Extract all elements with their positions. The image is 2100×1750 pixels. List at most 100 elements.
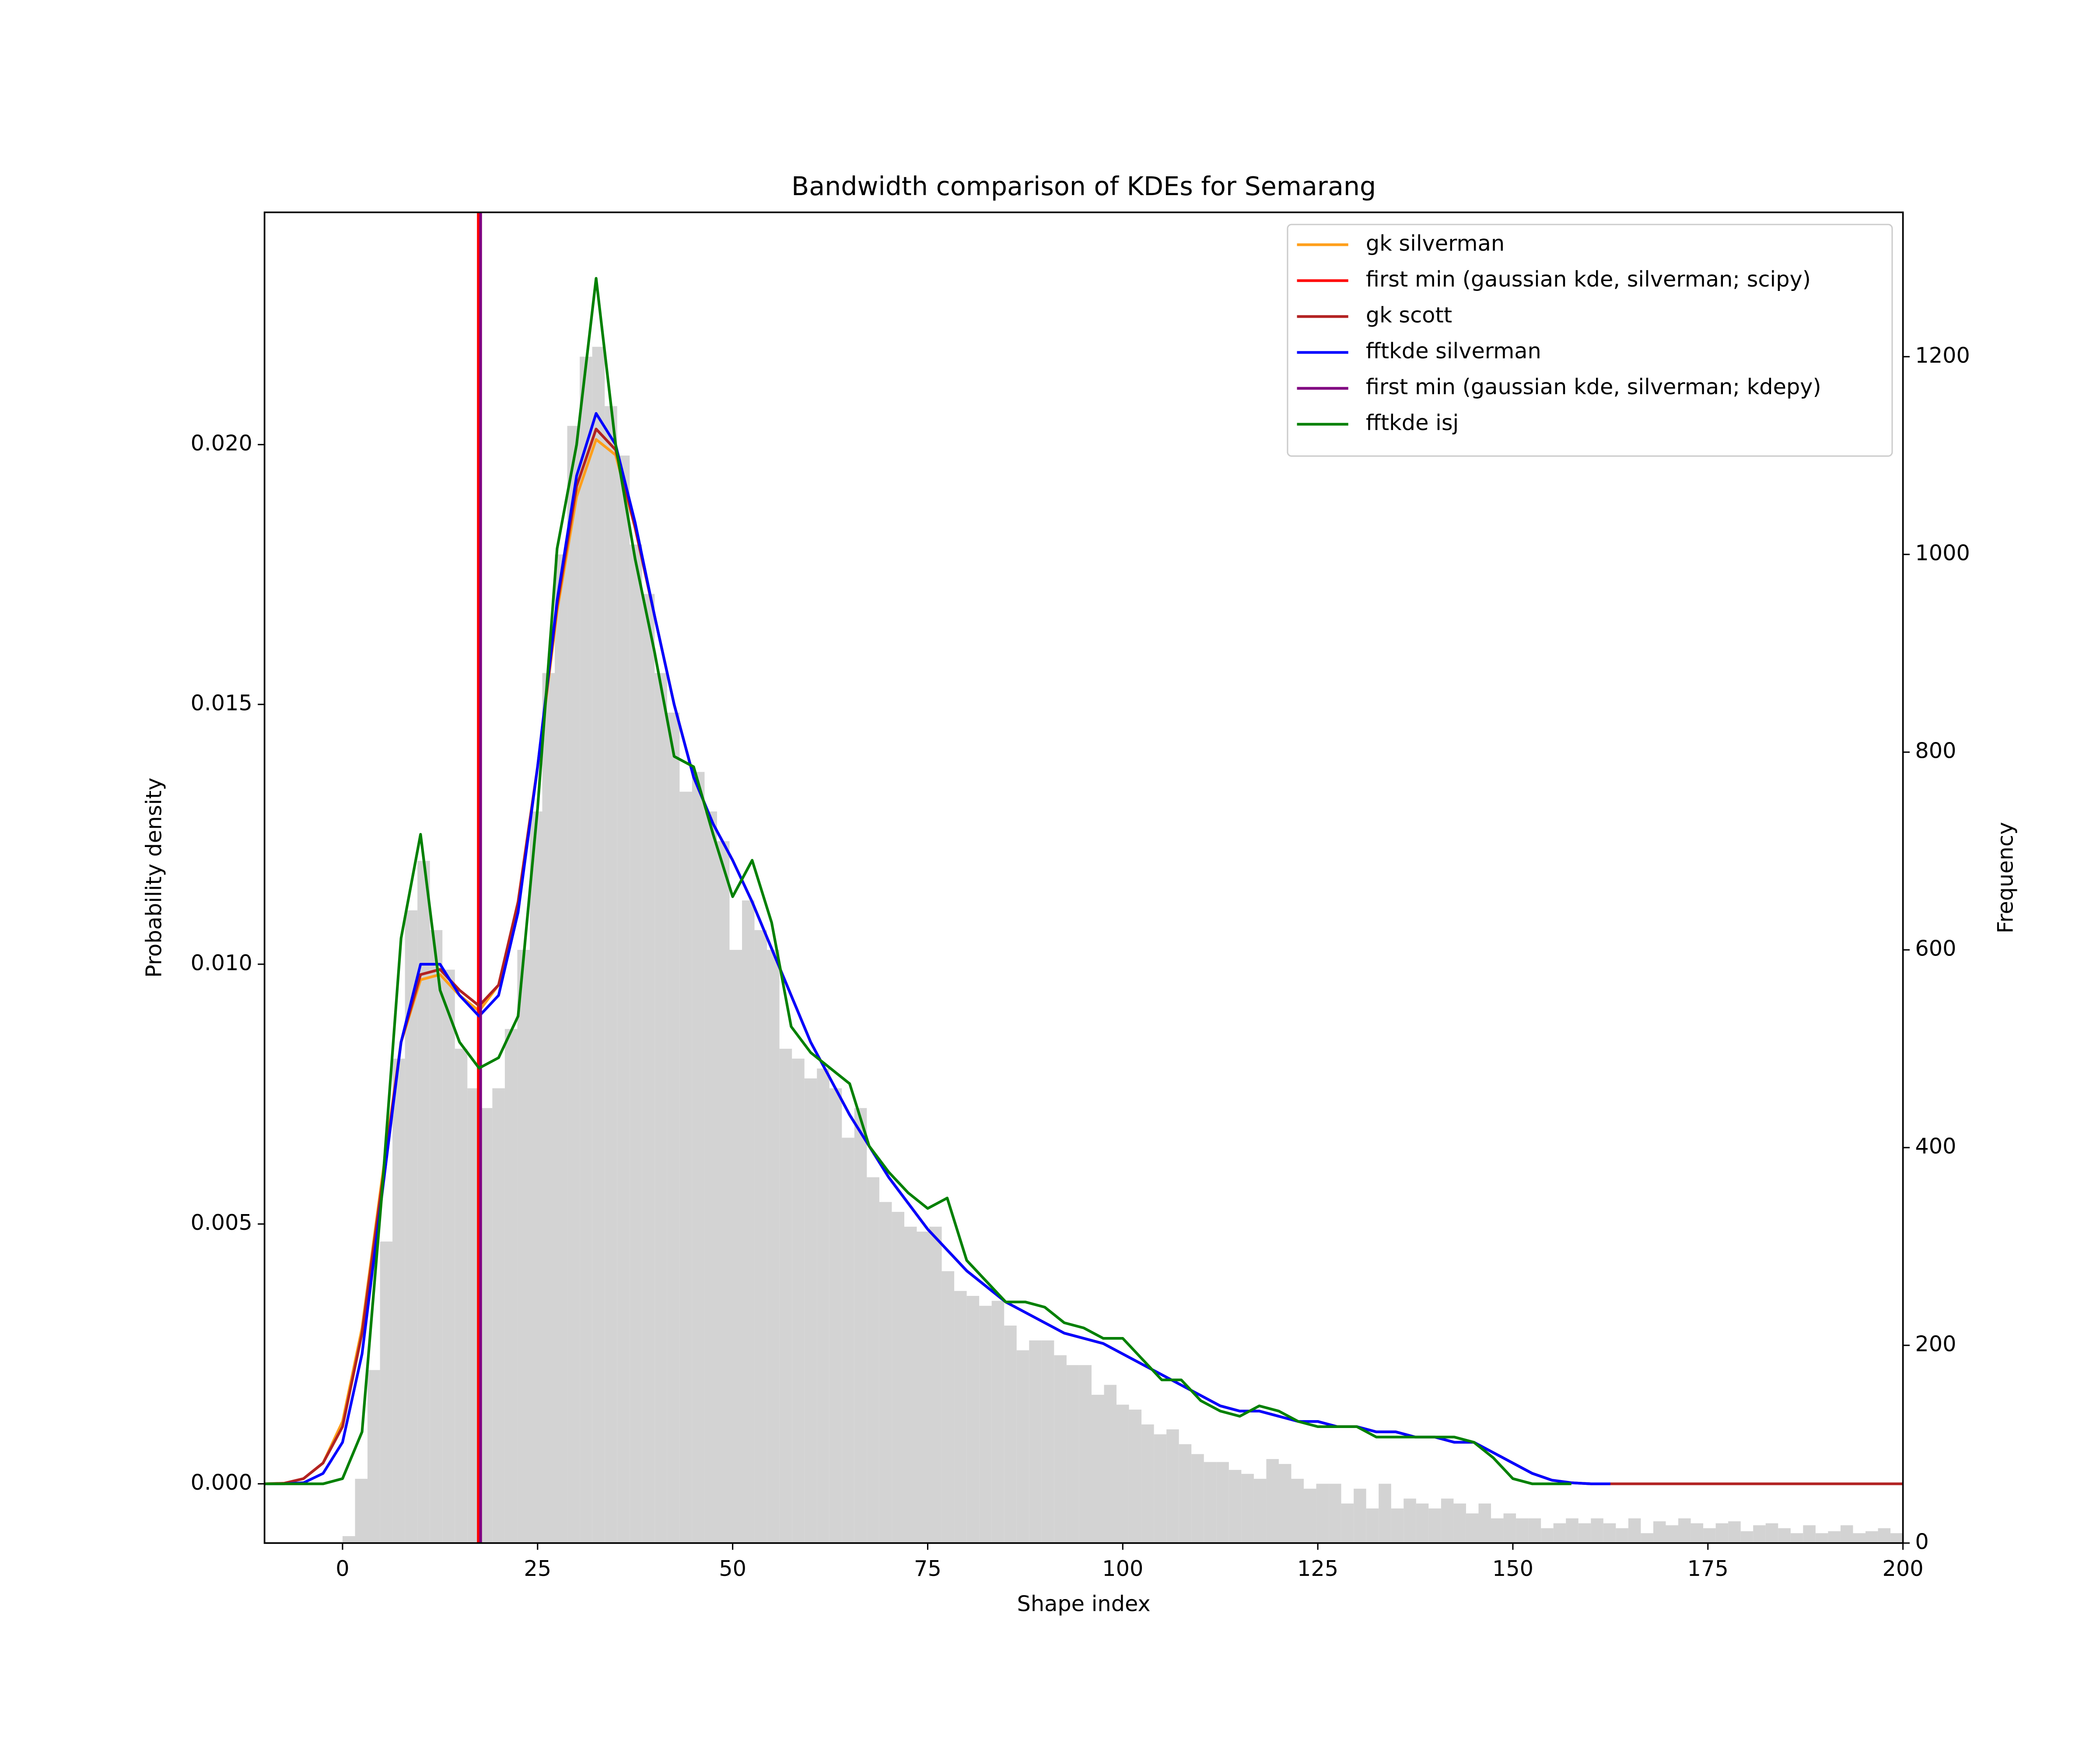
histogram-bar: [1503, 1513, 1516, 1543]
y-axis-label: Probability density: [141, 777, 166, 977]
legend-label: fftkde isj: [1366, 410, 1459, 435]
histogram-bar: [517, 950, 530, 1543]
histogram-bar: [1603, 1523, 1616, 1543]
histogram-bar: [1354, 1488, 1366, 1543]
histogram-bar: [380, 1241, 393, 1543]
histogram-bar: [1116, 1404, 1129, 1543]
histogram-bar: [555, 554, 567, 1543]
histogram-bar: [1616, 1528, 1628, 1543]
histogram-bar: [1241, 1474, 1254, 1543]
x-tick-label: 50: [719, 1556, 746, 1581]
y2-axis-label: Frequency: [1993, 822, 2018, 934]
histogram-bar: [679, 791, 692, 1543]
histogram-bar: [1853, 1533, 1866, 1543]
x-tick-label: 175: [1687, 1556, 1729, 1581]
histogram-bar: [580, 357, 592, 1543]
histogram-bar: [829, 1088, 842, 1543]
histogram-bar: [1054, 1355, 1067, 1543]
histogram-bar: [742, 900, 755, 1543]
histogram-bar: [754, 930, 767, 1543]
histogram-bar: [1066, 1365, 1079, 1543]
histogram-bar: [1416, 1503, 1429, 1543]
histogram-bar: [1790, 1533, 1803, 1543]
histogram-bar: [1191, 1454, 1204, 1543]
x-tick-label: 150: [1492, 1556, 1533, 1581]
histogram-bar: [368, 1370, 380, 1543]
legend-label: gk silverman: [1366, 231, 1505, 256]
histogram-bar: [430, 930, 443, 1543]
legend-label: first min (gaussian kde, silverman; kdep…: [1366, 374, 1821, 399]
histogram-bar: [966, 1296, 980, 1543]
y-tick-label: 0.000: [191, 1470, 252, 1495]
histogram-bar: [1041, 1340, 1054, 1543]
histogram-bar: [1703, 1528, 1716, 1543]
histogram-bar: [929, 1226, 942, 1543]
histogram-bar: [1404, 1498, 1416, 1543]
histogram-bar: [1291, 1479, 1304, 1543]
legend-label: first min (gaussian kde, silverman; scip…: [1366, 266, 1811, 292]
x-axis-label: Shape index: [1017, 1591, 1151, 1616]
histogram-bar: [1079, 1365, 1092, 1543]
histogram-bar: [592, 346, 605, 1543]
histogram-bar: [1541, 1528, 1554, 1543]
y-tick-label: 0.005: [191, 1210, 252, 1235]
histogram-bar: [392, 1058, 405, 1543]
histogram-bar: [542, 673, 555, 1543]
histogram-bar: [1566, 1518, 1578, 1543]
histogram-bar: [1391, 1508, 1404, 1543]
histogram-bar: [1428, 1508, 1441, 1543]
histogram-bar: [1341, 1503, 1354, 1543]
histogram-bar: [1104, 1385, 1117, 1543]
x-tick-label: 75: [914, 1556, 942, 1581]
histogram-bar: [892, 1211, 904, 1543]
legend-label: gk scott: [1366, 302, 1452, 328]
histogram-bar: [1740, 1531, 1754, 1543]
histogram-bar: [792, 1058, 805, 1543]
histogram-bar: [1329, 1484, 1341, 1543]
histogram-bar: [1478, 1503, 1491, 1543]
histogram-bar: [492, 1088, 505, 1543]
histogram-bar: [1154, 1434, 1167, 1543]
histogram-bar: [1491, 1518, 1504, 1543]
histogram-bar: [1866, 1531, 1878, 1543]
histogram-bar: [455, 1049, 468, 1543]
histogram-bar: [779, 1049, 792, 1543]
histogram-bar: [1004, 1325, 1017, 1543]
histogram-bar: [1753, 1525, 1766, 1543]
histogram-bar: [1129, 1409, 1142, 1543]
histogram-bar: [704, 811, 717, 1543]
histogram-bar: [1653, 1521, 1666, 1543]
histogram-bar: [1453, 1503, 1466, 1543]
y2-tick-label: 1000: [1915, 540, 1970, 566]
histogram-bar: [1765, 1523, 1778, 1543]
x-tick-label: 0: [336, 1556, 349, 1581]
histogram-bar: [1141, 1424, 1154, 1543]
histogram-bar: [1253, 1479, 1267, 1543]
histogram-bar: [817, 1068, 830, 1543]
histogram-bar: [1591, 1518, 1603, 1543]
histogram-bar: [1678, 1518, 1691, 1543]
histogram-bar: [1828, 1531, 1841, 1543]
histogram-bar: [342, 1536, 355, 1543]
histogram-bar: [729, 950, 742, 1543]
histogram-bar: [692, 772, 705, 1543]
histogram-bar: [917, 1232, 930, 1543]
legend-label: fftkde silverman: [1366, 338, 1541, 364]
histogram-bar: [1379, 1484, 1391, 1543]
histogram-bar: [1166, 1429, 1179, 1543]
histogram-bar: [1628, 1518, 1641, 1543]
histogram-bar: [879, 1202, 892, 1543]
histogram-bar: [1728, 1521, 1741, 1543]
histogram-bar: [1278, 1464, 1292, 1543]
x-tick-label: 100: [1102, 1556, 1143, 1581]
plot-area: [264, 212, 1903, 1543]
histogram-bar: [1578, 1523, 1591, 1543]
histogram-bar: [605, 406, 617, 1543]
y2-tick-label: 200: [1915, 1331, 1956, 1357]
histogram-bar: [904, 1226, 917, 1543]
histogram-bar: [642, 594, 655, 1543]
legend-box: [1287, 224, 1893, 457]
histogram-bar: [667, 712, 680, 1543]
histogram-bar: [1715, 1523, 1729, 1543]
